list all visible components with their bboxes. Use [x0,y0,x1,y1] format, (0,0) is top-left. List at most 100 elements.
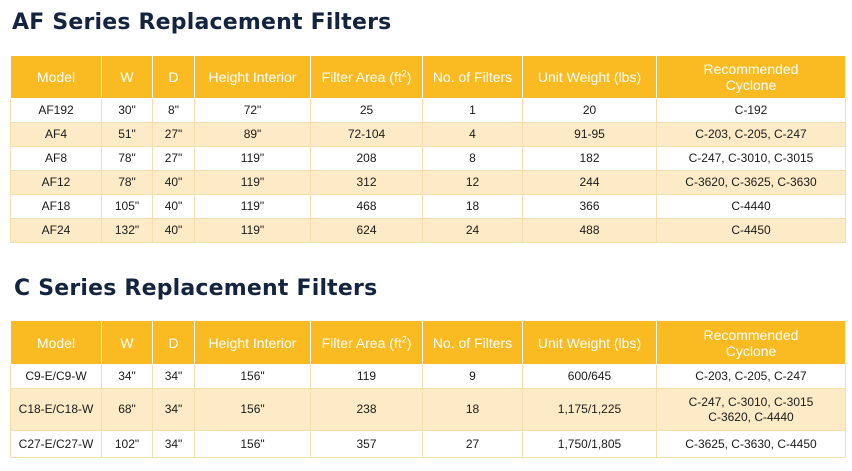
table-row: AF24 132" 40" 119" 624 24 488 C-4450 [10,218,846,243]
table-row: AF12 78" 40" 119" 312 12 244 C-3620, C-3… [10,170,846,195]
cell-depth: 27" [152,146,195,171]
cell-unit-weight: 91-95 [522,122,657,147]
cell-depth: 34" [152,430,195,458]
cell-model: C18-E/C18-W [10,388,102,431]
cell-filter-area: 624 [310,218,423,243]
cell-filter-area: 312 [310,170,423,195]
cell-model: AF4 [10,122,102,147]
cell-width: 68" [101,388,153,431]
cell-num-filters: 24 [422,218,523,243]
header-depth: D [152,320,195,365]
table-row: AF4 51" 27" 89" 72-104 4 91-95 C-203, C-… [10,122,846,147]
cell-height: 119" [194,218,311,243]
cell-unit-weight: 182 [522,146,657,171]
cell-model: AF12 [10,170,102,195]
header-filter-area-superscript: 2 [401,68,407,79]
cell-depth: 8" [152,98,195,123]
header-model: Model [10,320,102,365]
cell-model: AF24 [10,218,102,243]
af-series-table: Model W D Height Interior Filter Area (f… [10,55,846,243]
cell-unit-weight: 600/645 [522,364,657,389]
cell-num-filters: 27 [422,430,523,458]
cell-num-filters: 12 [422,170,523,195]
cell-unit-weight: 1,175/1,225 [522,388,657,431]
cell-model: C9-E/C9-W [10,364,102,389]
cell-cyclone-line2: C-3620, C-4440 [708,409,794,424]
cell-unit-weight: 244 [522,170,657,195]
header-filter-area-prefix: Filter Area (ft [321,69,402,85]
cell-width: 78" [101,146,153,171]
c-series-title: C Series Replacement Filters [14,276,378,301]
header-filter-area-suffix: ) [406,334,412,351]
header-cyclone-line2: Cyclone [725,342,777,359]
cell-num-filters: 4 [422,122,523,147]
cell-num-filters: 8 [422,146,523,171]
header-recommended-cyclone: Recommended Cyclone [656,320,846,365]
cell-height: 89" [194,122,311,147]
table-row: C9-E/C9-W 34" 34" 156" 119 9 600/645 C-2… [10,364,846,389]
cell-num-filters: 18 [422,194,523,219]
table-row: C27-E/C27-W 102" 34" 156" 357 27 1,750/1… [10,430,846,458]
cell-cyclone: C-247, C-3010, C-3015 [656,146,846,171]
header-filter-area: Filter Area (ft2) [310,55,423,99]
header-width: W [101,55,153,99]
header-depth: D [152,55,195,99]
header-filter-area-superscript: 2 [401,333,407,344]
header-filter-area: Filter Area (ft2) [310,320,423,365]
cell-cyclone-line1: C-247, C-3010, C-3015 [688,394,814,409]
header-model: Model [10,55,102,99]
table-row: AF8 78" 27" 119" 208 8 182 C-247, C-3010… [10,146,846,171]
cell-num-filters: 1 [422,98,523,123]
af-series-title: AF Series Replacement Filters [12,10,392,35]
cell-width: 132" [101,218,153,243]
cell-depth: 34" [152,388,195,431]
cell-cyclone: C-247, C-3010, C-3015 C-3620, C-4440 [656,388,846,431]
cell-depth: 34" [152,364,195,389]
cell-filter-area: 72-104 [310,122,423,147]
cell-num-filters: 9 [422,364,523,389]
cell-cyclone: C-4440 [656,194,846,219]
header-cyclone-line2: Cyclone [725,77,777,93]
cell-width: 30" [101,98,153,123]
cell-depth: 27" [152,122,195,147]
cell-cyclone: C-3620, C-3625, C-3630 [656,170,846,195]
header-row: Model W D Height Interior Filter Area (f… [10,320,846,365]
table-row: AF192 30" 8" 72" 25 1 20 C-192 [10,98,846,123]
cell-height: 119" [194,170,311,195]
cell-height: 156" [194,388,311,431]
cell-height: 119" [194,194,311,219]
cell-filter-area: 238 [310,388,423,431]
cell-unit-weight: 20 [522,98,657,123]
cell-width: 51" [101,122,153,147]
cell-num-filters: 18 [422,388,523,431]
header-row: Model W D Height Interior Filter Area (f… [10,55,846,99]
cell-cyclone: C-203, C-205, C-247 [656,122,846,147]
cell-cyclone: C-203, C-205, C-247 [656,364,846,389]
c-series-table: Model W D Height Interior Filter Area (f… [10,320,846,458]
cell-height: 156" [194,364,311,389]
cell-unit-weight: 1,750/1,805 [522,430,657,458]
cell-cyclone: C-192 [656,98,846,123]
cell-filter-area: 468 [310,194,423,219]
header-height-interior: Height Interior [194,320,311,365]
cell-height: 72" [194,98,311,123]
cell-model: AF8 [10,146,102,171]
header-width: W [101,320,153,365]
header-filter-area-prefix: Filter Area (ft [321,334,402,351]
header-height-interior: Height Interior [194,55,311,99]
cell-height: 119" [194,146,311,171]
cell-cyclone-line1: C-203, C-205, C-247 [695,369,807,383]
cell-filter-area: 208 [310,146,423,171]
cell-unit-weight: 488 [522,218,657,243]
cell-filter-area: 357 [310,430,423,458]
table-row: AF18 105" 40" 119" 468 18 366 C-4440 [10,194,846,219]
cell-depth: 40" [152,218,195,243]
cell-width: 102" [101,430,153,458]
cell-width: 78" [101,170,153,195]
cell-unit-weight: 366 [522,194,657,219]
header-recommended-cyclone: Recommended Cyclone [656,55,846,99]
cell-width: 34" [101,364,153,389]
header-cyclone-line1: Recommended [703,61,799,77]
cell-model: AF192 [10,98,102,123]
header-filter-area-suffix: ) [406,69,412,85]
